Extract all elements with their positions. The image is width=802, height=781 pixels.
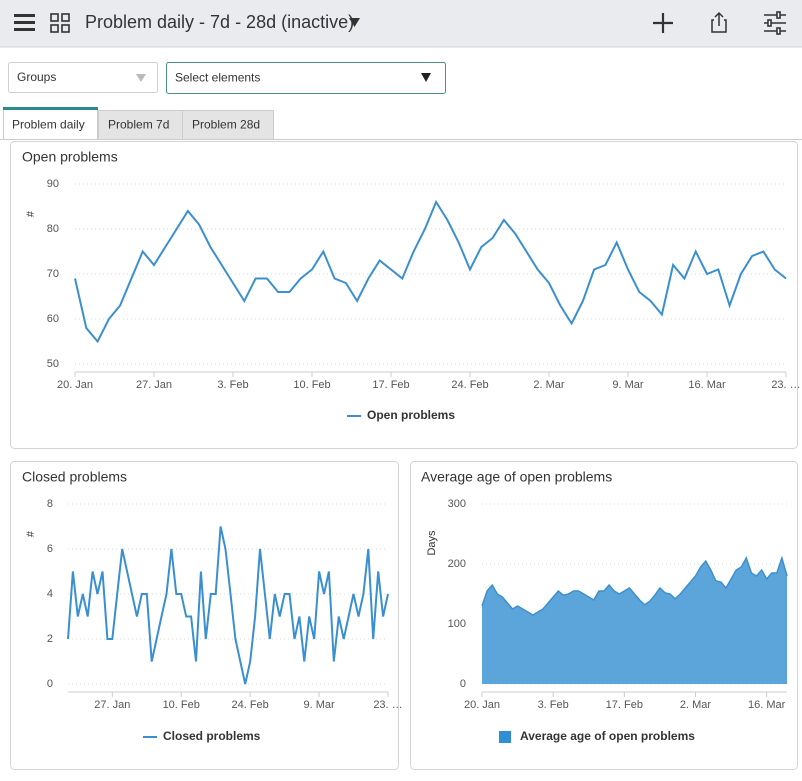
dropdown-caret xyxy=(421,73,431,82)
chart-card xyxy=(10,141,798,449)
area-fill xyxy=(482,558,787,684)
y-tick-label: 70 xyxy=(47,268,59,280)
y-tick-label: 50 xyxy=(47,358,59,370)
tab-label: Problem 7d xyxy=(108,118,169,132)
tab-label: Problem 28d xyxy=(192,118,260,132)
x-tick-label: 23. … xyxy=(373,699,402,711)
x-tick-label: 16. Mar xyxy=(748,699,786,711)
x-tick-label: 17. Feb xyxy=(372,379,409,391)
y-tick-label: 4 xyxy=(47,588,53,600)
series-line xyxy=(74,199,787,344)
x-tick-label: 27. Jan xyxy=(136,379,172,391)
x-tick-label: 27. Jan xyxy=(94,699,130,711)
x-tick-label: 3. Feb xyxy=(217,379,248,391)
y-axis-label: Days xyxy=(426,530,438,556)
chart-title: Closed problems xyxy=(22,469,127,485)
x-tick-label: 17. Feb xyxy=(606,699,643,711)
legend-swatch xyxy=(499,731,511,743)
x-tick-label: 16. Mar xyxy=(688,379,726,391)
tab-label: Problem daily xyxy=(12,118,85,132)
x-tick-label: 9. Mar xyxy=(612,379,644,391)
x-tick-label: 2. Mar xyxy=(680,699,712,711)
x-tick-label: 3. Feb xyxy=(538,699,569,711)
y-tick-label: 80 xyxy=(47,223,59,235)
dashboard-title: Problem daily - 7d - 28d (inactive) xyxy=(85,12,354,32)
x-tick-label: 10. Feb xyxy=(163,699,200,711)
area-line xyxy=(481,555,788,616)
x-tick-label: 24. Feb xyxy=(231,699,268,711)
y-tick-label: 100 xyxy=(448,618,466,630)
chart-title: Average age of open problems xyxy=(421,469,612,485)
x-tick-label: 23. … xyxy=(771,379,800,391)
x-tick-label: 20. Jan xyxy=(464,699,500,711)
menu-icon[interactable] xyxy=(14,14,35,31)
y-tick-label: 60 xyxy=(47,313,59,325)
dropdown-caret xyxy=(136,74,146,82)
elements-dropdown[interactable] xyxy=(166,62,446,94)
tab-active[interactable] xyxy=(3,108,98,140)
legend-label: Closed problems xyxy=(163,729,261,743)
y-tick-label: 90 xyxy=(47,178,59,190)
tab[interactable] xyxy=(98,110,183,140)
y-tick-label: 0 xyxy=(460,678,466,690)
elements-label: Select elements xyxy=(175,71,260,85)
groups-dropdown[interactable] xyxy=(8,62,158,93)
x-tick-label: 2. Mar xyxy=(533,379,565,391)
y-tick-label: 2 xyxy=(47,633,53,645)
title-caret[interactable] xyxy=(349,18,360,27)
add-icon[interactable] xyxy=(653,13,673,33)
x-tick-label: 20. Jan xyxy=(57,379,93,391)
chart-title: Open problems xyxy=(22,149,118,165)
y-tick-label: 8 xyxy=(47,498,53,510)
legend-label: Average age of open problems xyxy=(520,729,695,743)
x-tick-label: 24. Feb xyxy=(451,379,488,391)
tab[interactable] xyxy=(182,110,274,140)
series-line xyxy=(67,526,389,685)
legend-label: Open problems xyxy=(367,408,455,422)
x-tick-label: 10. Feb xyxy=(293,379,330,391)
y-axis-label: # xyxy=(25,210,37,217)
y-axis-label: # xyxy=(25,530,37,537)
share-icon[interactable] xyxy=(711,11,727,33)
y-tick-label: 300 xyxy=(448,498,466,510)
y-tick-label: 200 xyxy=(448,558,466,570)
settings-icon[interactable] xyxy=(764,11,786,35)
y-tick-label: 6 xyxy=(47,543,53,555)
y-tick-label: 0 xyxy=(47,678,53,690)
groups-label: Groups xyxy=(17,70,56,84)
grid-icon[interactable] xyxy=(50,13,70,33)
tab-active-indicator xyxy=(3,107,98,110)
x-tick-label: 9. Mar xyxy=(303,699,335,711)
